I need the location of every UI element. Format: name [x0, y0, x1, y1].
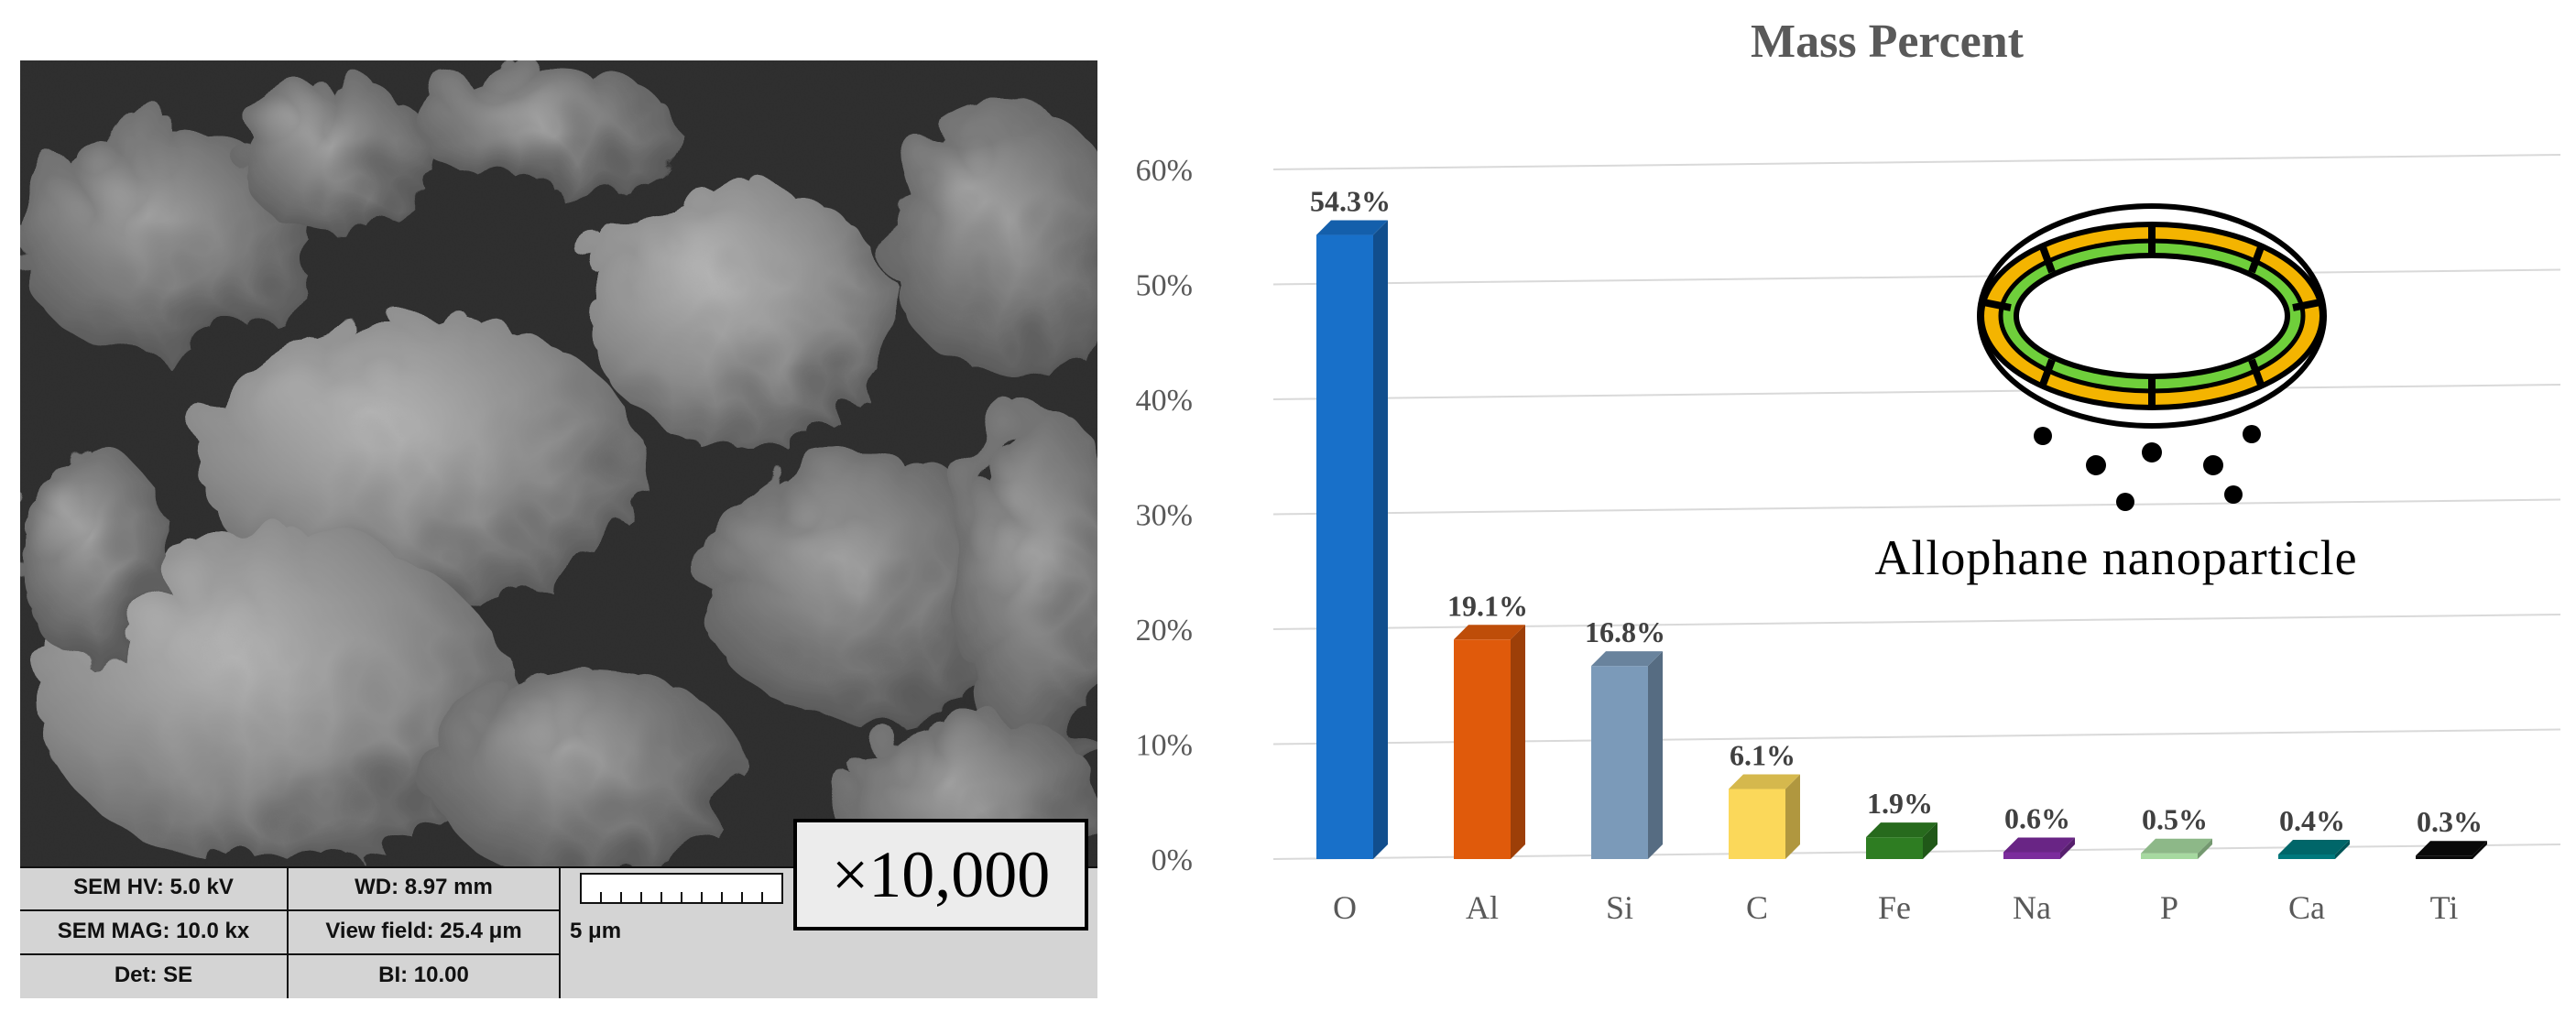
- y-tick-label: 30%: [1136, 499, 1193, 533]
- info-divider: [287, 866, 289, 998]
- bar-side: [1373, 220, 1388, 859]
- y-tick-label: 10%: [1136, 729, 1193, 763]
- data-label-Fe: 1.9%: [1867, 787, 1933, 820]
- y-tick-label: 20%: [1136, 614, 1193, 648]
- inset-caption: Allophane nanoparticle: [1874, 530, 2358, 585]
- data-label-Ca: 0.4%: [2279, 804, 2345, 837]
- sem-view-field: View field: 25.4 μm: [325, 919, 522, 943]
- bar-front: [1316, 234, 1373, 859]
- ring-separators: [1982, 224, 2321, 408]
- x-tick-label-C: C: [1746, 889, 1768, 926]
- info-divider: [20, 953, 559, 955]
- gridline: [1272, 268, 2561, 286]
- scale-bar: [580, 873, 783, 904]
- y-tick-label: 0%: [1152, 843, 1193, 877]
- bar-top: [2416, 841, 2487, 856]
- sem-wd: WD: 8.97 mm: [355, 875, 493, 899]
- bar-side: [1511, 625, 1525, 859]
- bar-top: [1866, 822, 1937, 838]
- bar-top: [2141, 838, 2212, 854]
- bar-front: [1729, 789, 1785, 859]
- bar-Fe: [1866, 822, 1937, 859]
- bar-O: [1316, 220, 1388, 859]
- chart-title: Mass Percent: [1751, 16, 2024, 68]
- x-tick-label-Ti: Ti: [2430, 889, 2459, 926]
- sem-micrograph-image: [20, 60, 1097, 866]
- bar-front: [1591, 666, 1648, 859]
- sem-mag: SEM MAG: 10.0 kx: [57, 919, 250, 943]
- bar-front: [2003, 852, 2060, 859]
- bar-front: [2141, 853, 2198, 859]
- bar-side: [2472, 841, 2487, 859]
- x-tick-label-Si: Si: [1606, 889, 1633, 926]
- bar-front: [1454, 639, 1511, 859]
- bar-C: [1729, 774, 1800, 859]
- x-tick-label-Fe: Fe: [1878, 889, 1911, 926]
- data-label-O: 54.3%: [1310, 185, 1391, 218]
- gridline: [1272, 498, 2561, 516]
- x-tick-label-P: P: [2160, 889, 2178, 926]
- bar-top: [1729, 774, 1800, 789]
- data-label-Ti: 0.3%: [2417, 805, 2483, 838]
- info-divider: [20, 909, 559, 911]
- y-tick-label: 50%: [1136, 269, 1193, 303]
- sem-bi: BI: 10.00: [378, 963, 469, 987]
- y-tick-label: 40%: [1136, 384, 1193, 418]
- sem-detector: Det: SE: [114, 963, 193, 987]
- x-tick-label-Al: Al: [1466, 889, 1499, 926]
- bar-side: [2335, 839, 2350, 859]
- bar-side: [2198, 838, 2212, 859]
- x-tick-label-Na: Na: [2013, 889, 2051, 926]
- x-axis-ticks: O Al Si C Fe Na P Ca Ti: [1333, 889, 2458, 926]
- ring-opening: [2014, 253, 2290, 379]
- x-tick-label-Ca: Ca: [2288, 889, 2325, 926]
- data-label-Na: 0.6%: [2004, 801, 2070, 834]
- sem-micrograph-panel: SEM HV: 5.0 kV WD: 8.97 mm SEM MAG: 10.0…: [20, 60, 1097, 998]
- bar-side: [1923, 822, 1937, 859]
- bar-Si: [1591, 651, 1663, 859]
- bar-Ti: [2416, 841, 2487, 859]
- info-divider: [559, 866, 561, 998]
- gridline: [1272, 154, 2561, 170]
- bar-Na: [2003, 837, 2075, 859]
- chart-bars: [1316, 220, 2487, 859]
- bar-front: [2416, 855, 2472, 859]
- bar-top: [1316, 220, 1388, 235]
- bar-front: [1866, 837, 1923, 859]
- magnification-label: ×10,000: [793, 819, 1088, 930]
- data-label-Al: 19.1%: [1447, 589, 1528, 622]
- sem-hv: SEM HV: 5.0 kV: [73, 875, 234, 899]
- data-label-P: 0.5%: [2142, 803, 2208, 836]
- mass-percent-chart: 0% 10% 20% 30% 40% 50% 60% 54.3% 19.1% 16.8% 6.1%…: [1136, 154, 2561, 926]
- bar-side: [2060, 837, 2075, 859]
- bar-front: [2278, 854, 2335, 859]
- bar-top: [1591, 651, 1663, 667]
- bar-top: [1454, 625, 1525, 640]
- bar-top: [2003, 837, 2075, 853]
- bar-Al: [1454, 625, 1525, 859]
- bar-Ca: [2278, 839, 2350, 859]
- gridline: [1272, 384, 2561, 400]
- data-labels: 54.3% 19.1% 16.8% 6.1% 1.9% 0.6% 0.5% 0.4% 0.3%: [1310, 185, 2483, 839]
- bar-P: [2141, 838, 2212, 859]
- bar-side: [1648, 651, 1663, 859]
- pore-dots: [2034, 425, 2261, 511]
- bar-top: [2278, 839, 2350, 854]
- bar-side: [1785, 774, 1800, 859]
- data-label-C: 6.1%: [1730, 738, 1796, 771]
- scale-bar-label: 5 μm: [570, 919, 622, 943]
- x-tick-label-O: O: [1333, 889, 1357, 926]
- y-axis-ticks: 0% 10% 20% 30% 40% 50% 60%: [1136, 154, 1193, 877]
- data-label-Si: 16.8%: [1585, 615, 1665, 648]
- allophane-nanoparticle-icon: [1977, 203, 2327, 511]
- y-tick-label: 60%: [1136, 154, 1193, 188]
